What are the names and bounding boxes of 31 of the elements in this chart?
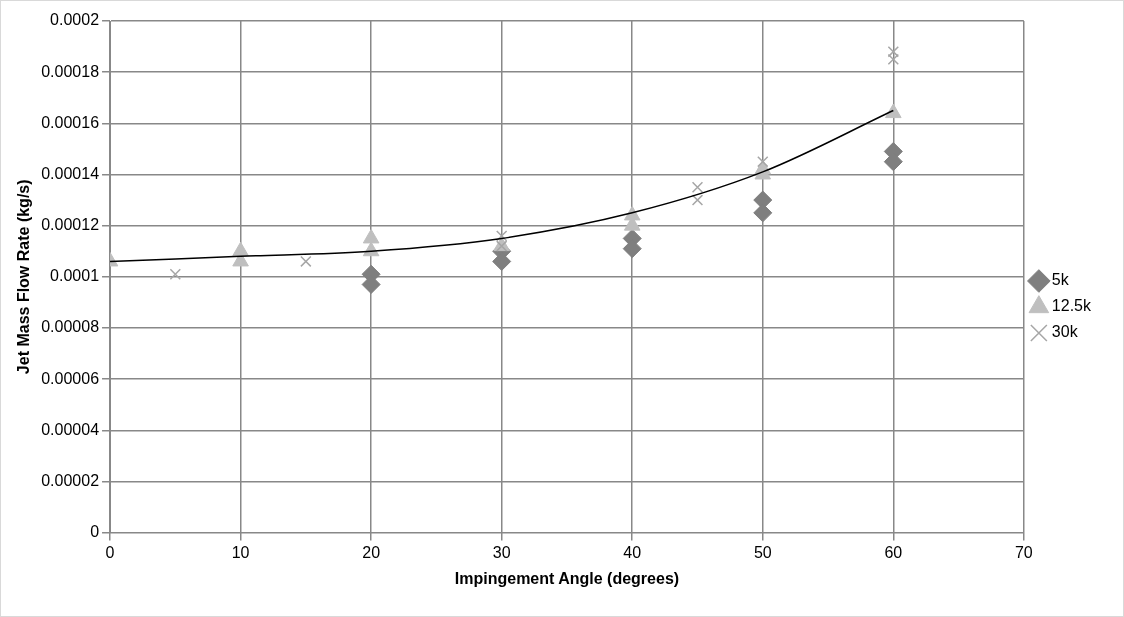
x-tick-label: 30: [492, 543, 511, 561]
x-tick-label: 10: [231, 543, 250, 561]
y-tick-label: 0.00014: [41, 164, 100, 182]
x-tick-label: 60: [884, 543, 903, 561]
x-axis-title: Impingement Angle (degrees): [454, 569, 680, 587]
x-tick-label: 20: [362, 543, 381, 561]
point: [885, 103, 902, 119]
y-axis-title: Jet Mass Flow Rate (kg/s): [15, 179, 33, 375]
y-tick-label: 0.00018: [41, 62, 100, 80]
y-tick-label: 0.00016: [41, 113, 100, 131]
x-tick-label: 0: [105, 543, 115, 561]
y-tick-label: 0.00012: [41, 216, 100, 234]
x-tick-label: 70: [1014, 543, 1033, 561]
legend-label: 30k: [1051, 323, 1079, 341]
point: [362, 228, 380, 244]
y-tick-label: 0.00008: [41, 318, 100, 336]
y-tick-label: 0.0001: [50, 267, 100, 285]
y-tick-label: 0.00004: [41, 420, 100, 438]
x-tick-label: 40: [623, 543, 642, 561]
y-tick-label: 0.00006: [41, 369, 100, 387]
legend-label: 12.5k: [1051, 297, 1092, 315]
y-tick-label: 0.0002: [50, 11, 100, 29]
point: [300, 255, 312, 268]
x-tick-label: 50: [753, 543, 772, 561]
y-tick-label: 0.00002: [41, 471, 100, 489]
y-tick-label: 0: [90, 523, 100, 541]
point: [757, 155, 769, 168]
point: [753, 203, 773, 223]
point: [169, 268, 182, 280]
legend-label: 5k: [1051, 271, 1070, 289]
point: [232, 241, 249, 257]
